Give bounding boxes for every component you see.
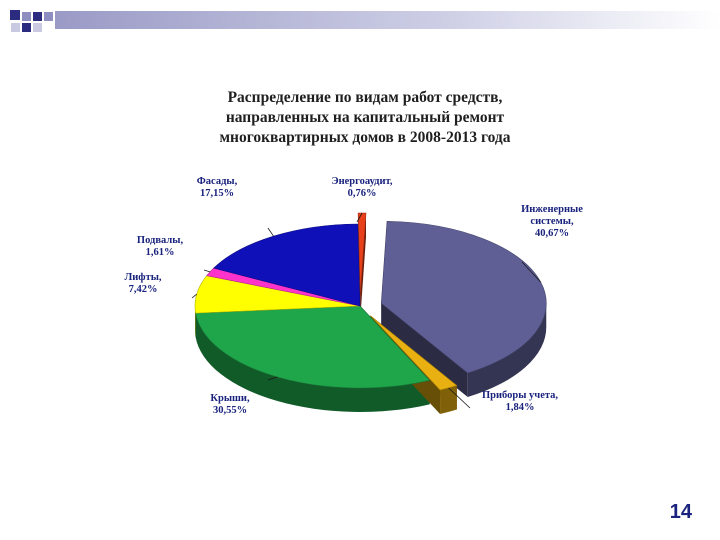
slice-value-label: 7,42% [129, 284, 158, 295]
pie-slice-side-2 [195, 313, 430, 412]
slice-name-label: Инженерные [521, 204, 583, 215]
chart-title: Распределение по видам работ средств, на… [180, 88, 550, 148]
slice-label-0: Инженерные системы, 40,67% [521, 204, 583, 239]
slice-name-label: Приборы учета, [482, 390, 558, 401]
slice-value-label: 40,67% [535, 228, 569, 239]
slice-name-label: Энергоаудит, [331, 176, 392, 187]
leader-line-5 [267, 227, 274, 237]
slice-name-label: Крыши, [210, 393, 250, 404]
leader-line-0 [521, 261, 542, 283]
slide-header-decoration [10, 10, 720, 32]
slice-label-1: Приборы учета, 1,84% [482, 390, 558, 413]
slice-label-5: Фасады, 17,15% [197, 176, 238, 199]
pie-slice-0 [380, 220, 547, 374]
leader-line-2 [267, 376, 278, 381]
pie-slice-5 [213, 223, 361, 307]
slice-value-label: 1,84% [506, 402, 535, 413]
leader-line-3 [191, 293, 198, 299]
slice-value-label: 17,15% [200, 188, 234, 199]
slice-label-3: Лифты, 7,42% [124, 272, 161, 295]
pie-slice-wall-6-1 [360, 213, 367, 320]
leader-line-1 [448, 387, 471, 409]
pie-slice-2 [195, 305, 431, 389]
leader-line-4 [203, 269, 211, 273]
slice-name-label: Лифты, [124, 272, 161, 283]
slice-label-2: Крыши, 30,55% [210, 393, 250, 416]
slice-name-label: Подвалы, [137, 235, 184, 246]
pie-slice-wall-0-1 [381, 303, 468, 398]
chart-title-line-1: Распределение по видам работ средств, [227, 89, 503, 106]
chart-title-line-2: направленных на капитальный ремонт [225, 109, 505, 126]
slice-name-label: системы, [530, 216, 574, 227]
leader-line-6 [356, 212, 363, 223]
pie-slice-1 [370, 315, 458, 391]
page-number: 14 [669, 501, 692, 523]
pie-slice-side-0 [467, 302, 547, 398]
slice-value-label: 30,55% [213, 405, 247, 416]
slice-label-6: Энергоаудит, 0,76% [331, 176, 392, 199]
chart-title-line-3: многоквартирных домов в 2008-2013 года [219, 129, 511, 146]
slice-label-4: Подвалы, 1,61% [137, 235, 184, 258]
slice-value-label: 0,76% [348, 188, 377, 199]
slice-name-label: Фасады, [197, 176, 238, 187]
slice-value-label: 1,61% [146, 247, 175, 258]
pie-slice-side-1 [440, 385, 457, 415]
